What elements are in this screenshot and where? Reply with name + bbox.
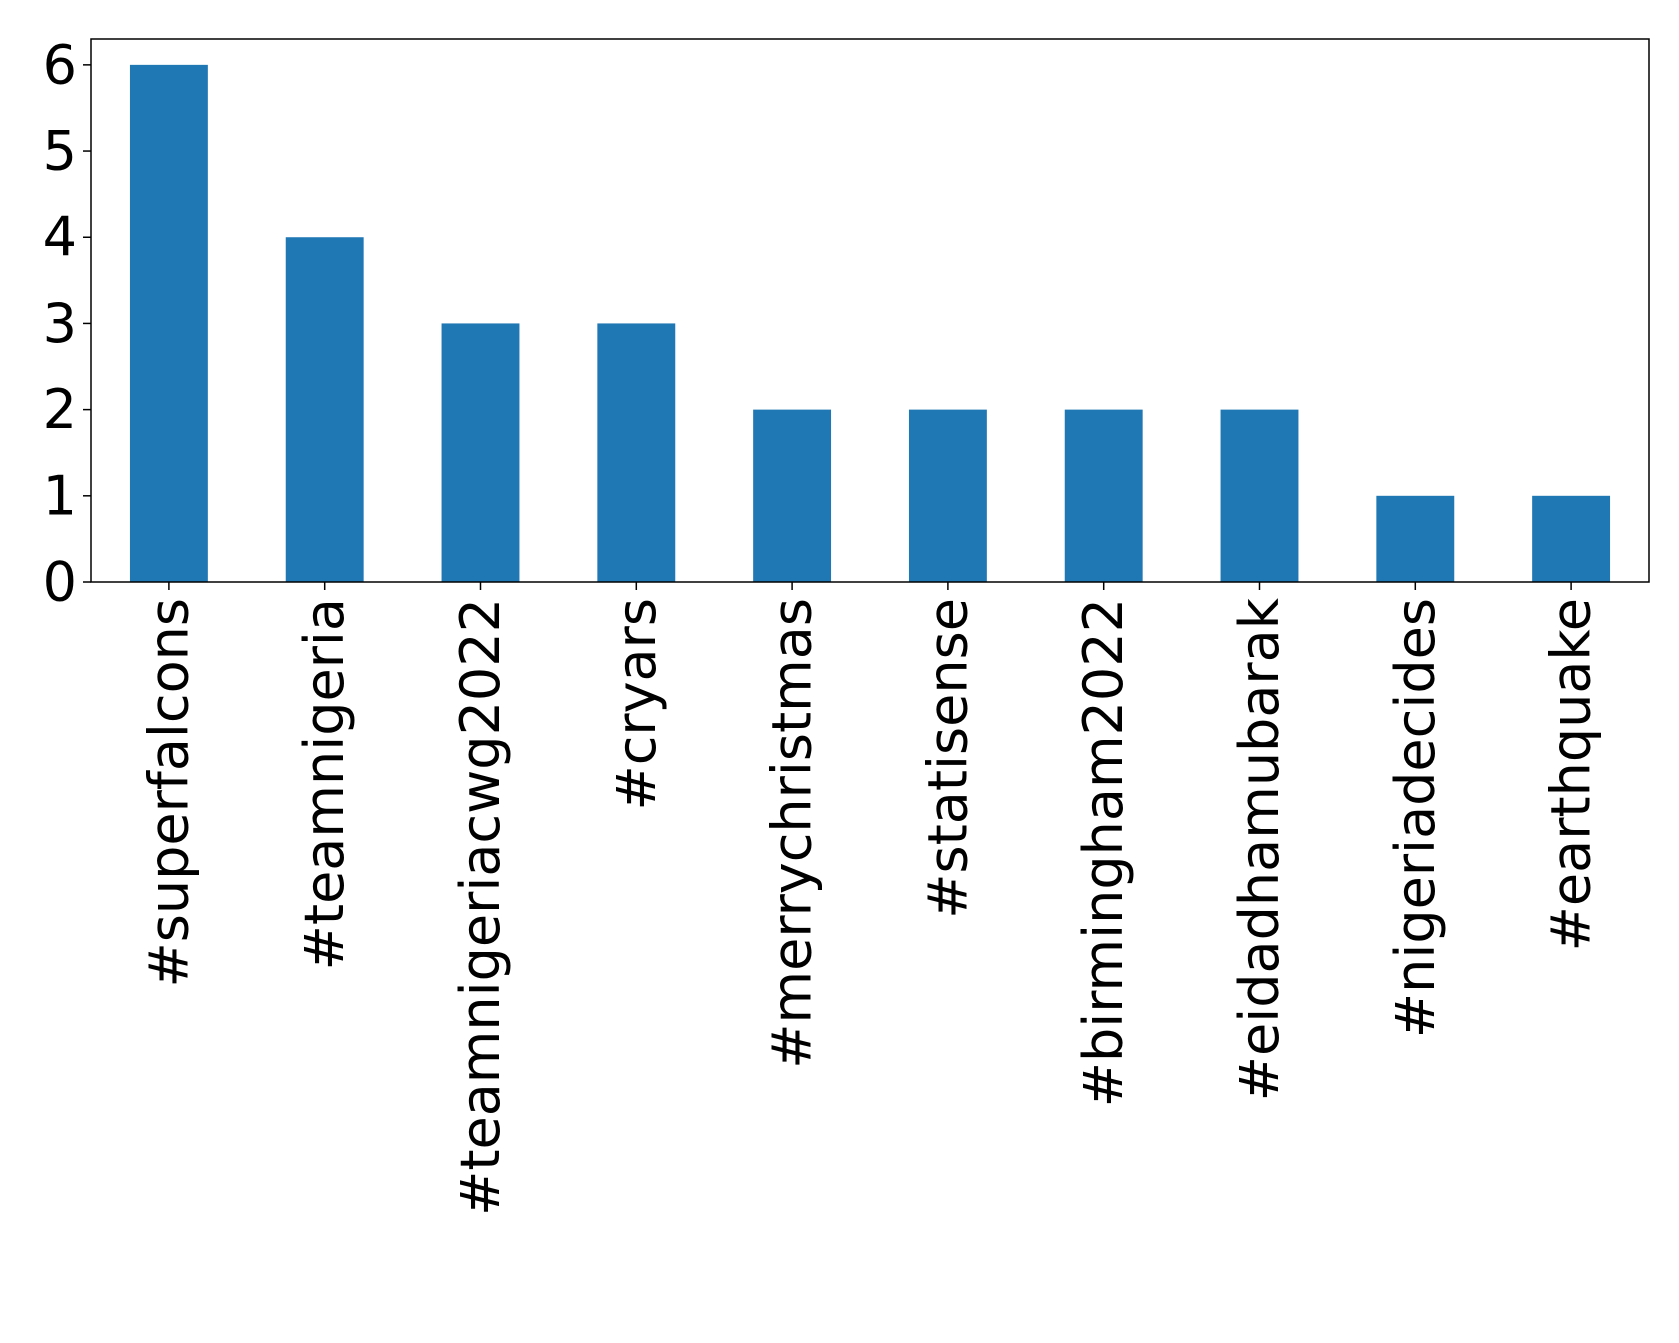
x-tick-label: #earthquake [1540, 598, 1603, 951]
x-tick-label: #birmingham2022 [1072, 598, 1135, 1107]
bar-birmingham2022 [1064, 409, 1143, 582]
x-tick-label: #merrychristmas [761, 598, 824, 1069]
y-tick-label: 5 [43, 120, 77, 183]
x-tick-label: #teamnigeria [293, 598, 356, 970]
bar-cryars [597, 323, 676, 582]
bar-teamnigeria [285, 237, 364, 582]
y-tick-label: 3 [43, 292, 77, 355]
y-tick-label: 0 [43, 551, 77, 614]
y-tick-label: 6 [43, 33, 77, 96]
x-tick-label: #nigeriadecides [1384, 598, 1447, 1038]
bar-earthquake [1532, 495, 1611, 582]
y-tick-label: 1 [43, 464, 77, 527]
x-tick-label: #superfalcons [137, 598, 200, 988]
y-axis-ticks: 0 1 2 3 4 5 6 [43, 33, 91, 614]
plot-frame [90, 38, 1650, 583]
bar-nigeriadecides [1376, 495, 1455, 582]
x-tick-label: #teamnigeriacwg2022 [449, 598, 512, 1216]
bar-statisense [908, 409, 987, 582]
bar-superfalcons [129, 64, 208, 583]
y-tick-label: 4 [43, 206, 77, 269]
bars-group [129, 64, 1611, 583]
x-tick-label: #cryars [605, 598, 668, 811]
y-tick-label: 2 [43, 378, 77, 441]
bar-eidadhamubarak [1220, 409, 1299, 582]
x-axis-ticks: #superfalcons #teamnigeria #teamnigeriacwg… [137, 582, 1603, 1216]
x-tick-label: #statisense [916, 598, 979, 919]
bar-teamnigeriacwg2022 [441, 323, 520, 582]
x-tick-label: #eidadhamubarak [1228, 597, 1291, 1101]
bar-merrychristmas [753, 409, 832, 582]
